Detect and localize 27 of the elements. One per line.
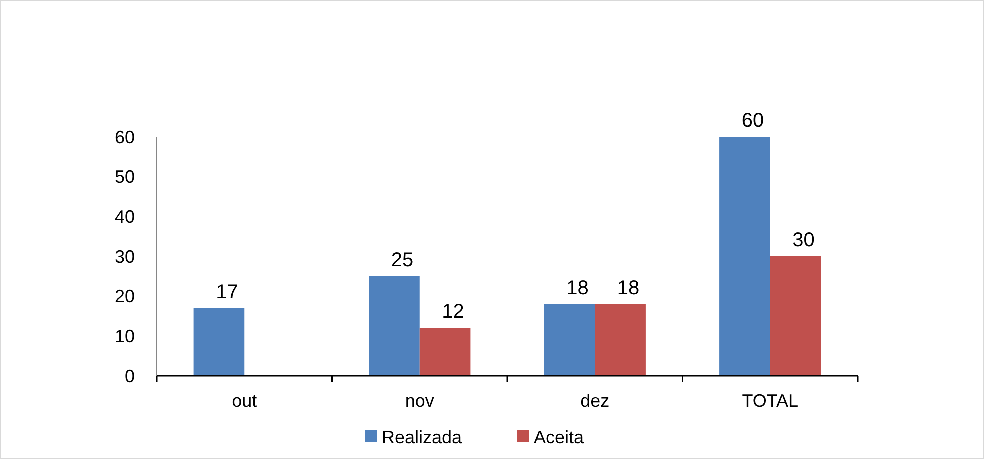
data-label: 12 — [442, 301, 464, 324]
data-label: 18 — [617, 277, 640, 300]
x-tick-label: out — [232, 391, 258, 411]
x-tick-label: nov — [405, 391, 434, 411]
y-tick-label: 20 — [114, 286, 135, 307]
y-tick-label: 50 — [114, 167, 135, 188]
x-tick-label: dez — [580, 391, 610, 411]
data-label: 30 — [792, 230, 815, 252]
y-tick-label: 40 — [114, 206, 135, 227]
bar — [595, 304, 646, 376]
bar — [420, 328, 471, 376]
legend-label: Realizada — [382, 427, 464, 448]
data-label: 60 — [742, 110, 764, 132]
data-label: 17 — [216, 281, 238, 304]
bar — [369, 276, 420, 376]
y-tick-label: 60 — [114, 127, 135, 148]
bar — [544, 304, 596, 376]
y-tick-label: 0 — [124, 366, 135, 386]
data-label: 18 — [566, 277, 589, 300]
legend-label: Aceita — [534, 427, 586, 448]
bar — [720, 137, 770, 376]
y-tick-label: 30 — [114, 246, 135, 267]
x-tick-label: TOTAL — [742, 391, 799, 411]
y-tick-label: 10 — [114, 326, 135, 346]
bar — [194, 308, 245, 376]
bar — [770, 256, 822, 376]
data-label: 25 — [391, 249, 414, 272]
